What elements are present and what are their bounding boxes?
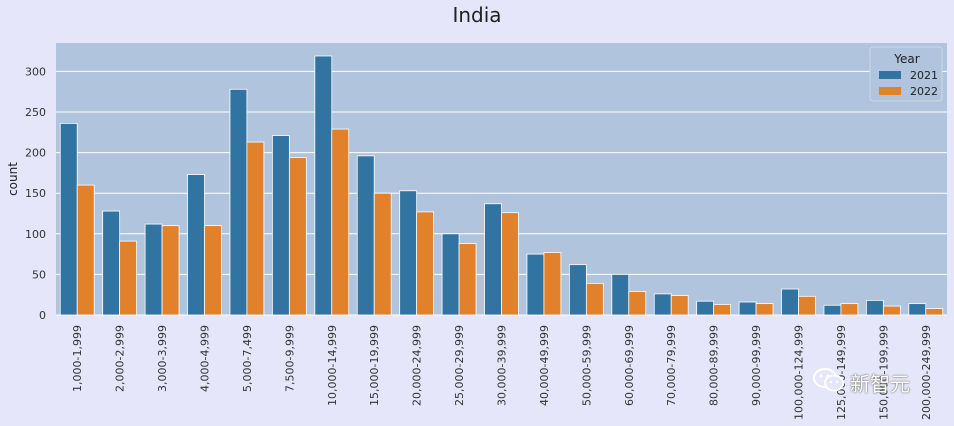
- legend-title: Year: [893, 52, 919, 66]
- bar-2022-10,000-14,999: [331, 128, 350, 316]
- x-tick-label: 90,000-99,999: [750, 325, 763, 406]
- wechat-icon: [812, 366, 846, 398]
- x-tick-label: 1,000-1,999: [71, 325, 84, 392]
- legend-swatch-2022: [879, 87, 901, 95]
- bar-2021-60,000-69,999: [611, 274, 630, 316]
- bar-2022-100,000-124,999: [798, 295, 816, 316]
- x-tick-label: 10,000-14,999: [326, 325, 339, 406]
- x-tick-label: 20,000-24,999: [411, 325, 424, 406]
- bar-2021-7,500-9,999: [271, 135, 290, 316]
- watermark: 新智元: [812, 364, 910, 400]
- bar-2021-20,000-24,999: [399, 190, 418, 316]
- bar-2022-30,000-39,999: [501, 212, 519, 316]
- bar-2022-5,000-7,499: [246, 141, 265, 316]
- bar-2021-100,000-124,999: [781, 288, 799, 316]
- x-tick-label: 100,000-124,999: [793, 325, 806, 420]
- bar-2021-10,000-14,999: [314, 55, 333, 316]
- bar-2021-1,000-1,999: [59, 122, 78, 316]
- bar-2021-30,000-39,999: [484, 203, 502, 316]
- bar-2022-1,000-1,999: [76, 184, 95, 316]
- x-tick-label: 40,000-49,999: [538, 325, 551, 406]
- bar-2021-40,000-49,999: [526, 253, 545, 316]
- bar-2021-80,000-89,999: [696, 300, 715, 316]
- x-tick-label: 70,000-79,999: [665, 325, 678, 406]
- bar-2022-3,000-3,999: [161, 225, 180, 316]
- y-tick-label: 200: [25, 147, 46, 160]
- bar-2021-2,000-2,999: [102, 210, 121, 316]
- bar-2021-70,000-79,999: [653, 293, 672, 316]
- y-tick-label: 0: [39, 309, 46, 322]
- x-tick-label: 7,500-9,999: [283, 325, 296, 392]
- bar-2022-2,000-2,999: [119, 240, 138, 316]
- bar-2022-70,000-79,999: [670, 295, 689, 316]
- x-tick-label: 4,000-4,999: [199, 325, 212, 392]
- bar-2021-150,000-199,999: [865, 299, 884, 316]
- bar-2022-4,000-4,999: [204, 225, 222, 316]
- y-tick-label: 150: [25, 187, 46, 200]
- x-tick-label: 80,000-89,999: [708, 325, 721, 406]
- bar-2021-15,000-19,999: [356, 155, 375, 316]
- y-tick-label: 50: [32, 268, 46, 281]
- x-tick-label: 60,000-69,999: [623, 325, 636, 406]
- x-tick-label: 2,000-2,999: [114, 325, 127, 392]
- bar-2021-90,000-99,999: [738, 301, 757, 316]
- y-tick-label: 250: [25, 106, 46, 119]
- x-axis-ticks: 1,000-1,999 2,000-2,999 3,000-3,999 4,000-4…: [71, 325, 933, 420]
- bar-2022-125,000-149,999: [840, 303, 859, 316]
- watermark-text: 新智元: [850, 371, 910, 396]
- bar-2022-60,000-69,999: [628, 291, 647, 316]
- x-tick-label: 125,000-149,999: [835, 325, 848, 420]
- bar-2022-25,000-29,999: [458, 243, 477, 316]
- x-tick-label: 15,000-19,999: [368, 325, 381, 406]
- y-tick-label: 100: [25, 228, 46, 241]
- bar-2021-50,000-59,999: [568, 264, 587, 316]
- bar-2021-125,000-149,999: [823, 304, 842, 316]
- bar-2022-40,000-49,999: [543, 252, 562, 316]
- chart-title: India: [452, 3, 501, 27]
- bar-2022-90,000-99,999: [755, 303, 774, 316]
- x-tick-label: 25,000-29,999: [453, 325, 466, 406]
- bar-2022-150,000-199,999: [882, 305, 901, 316]
- y-tick-label: 300: [25, 65, 46, 78]
- bar-2022-50,000-59,999: [585, 282, 604, 316]
- bar-2022-15,000-19,999: [373, 192, 392, 316]
- legend-label-2021: 2021: [910, 69, 938, 82]
- bar-2022-200,000-249,999: [925, 308, 944, 316]
- bar-2021-4,000-4,999: [187, 174, 205, 316]
- bar-2021-200,000-249,999: [908, 303, 927, 316]
- bar-2021-25,000-29,999: [441, 233, 460, 316]
- bar-2022-7,500-9,999: [288, 157, 307, 316]
- legend-label-2022: 2022: [910, 85, 938, 98]
- x-tick-label: 150,000-199,999: [877, 325, 890, 420]
- x-tick-label: 3,000-3,999: [156, 325, 169, 392]
- x-tick-label: 5,000-7,499: [241, 325, 254, 392]
- x-tick-label: 50,000-59,999: [580, 325, 593, 406]
- legend: Year 2021 2022: [869, 46, 943, 102]
- legend-swatch-2021: [879, 71, 901, 79]
- bars: [59, 55, 944, 316]
- bar-2021-3,000-3,999: [144, 223, 163, 316]
- x-tick-label: 30,000-39,999: [496, 325, 509, 406]
- y-axis-ticks: 0 50 100 150 200 250 300: [25, 65, 46, 322]
- x-tick-label: 200,000-249,999: [920, 325, 933, 420]
- bar-2021-5,000-7,499: [229, 88, 248, 316]
- bar-2022-20,000-24,999: [416, 211, 435, 316]
- bar-2022-80,000-89,999: [713, 304, 732, 316]
- y-axis-label: count: [6, 162, 20, 196]
